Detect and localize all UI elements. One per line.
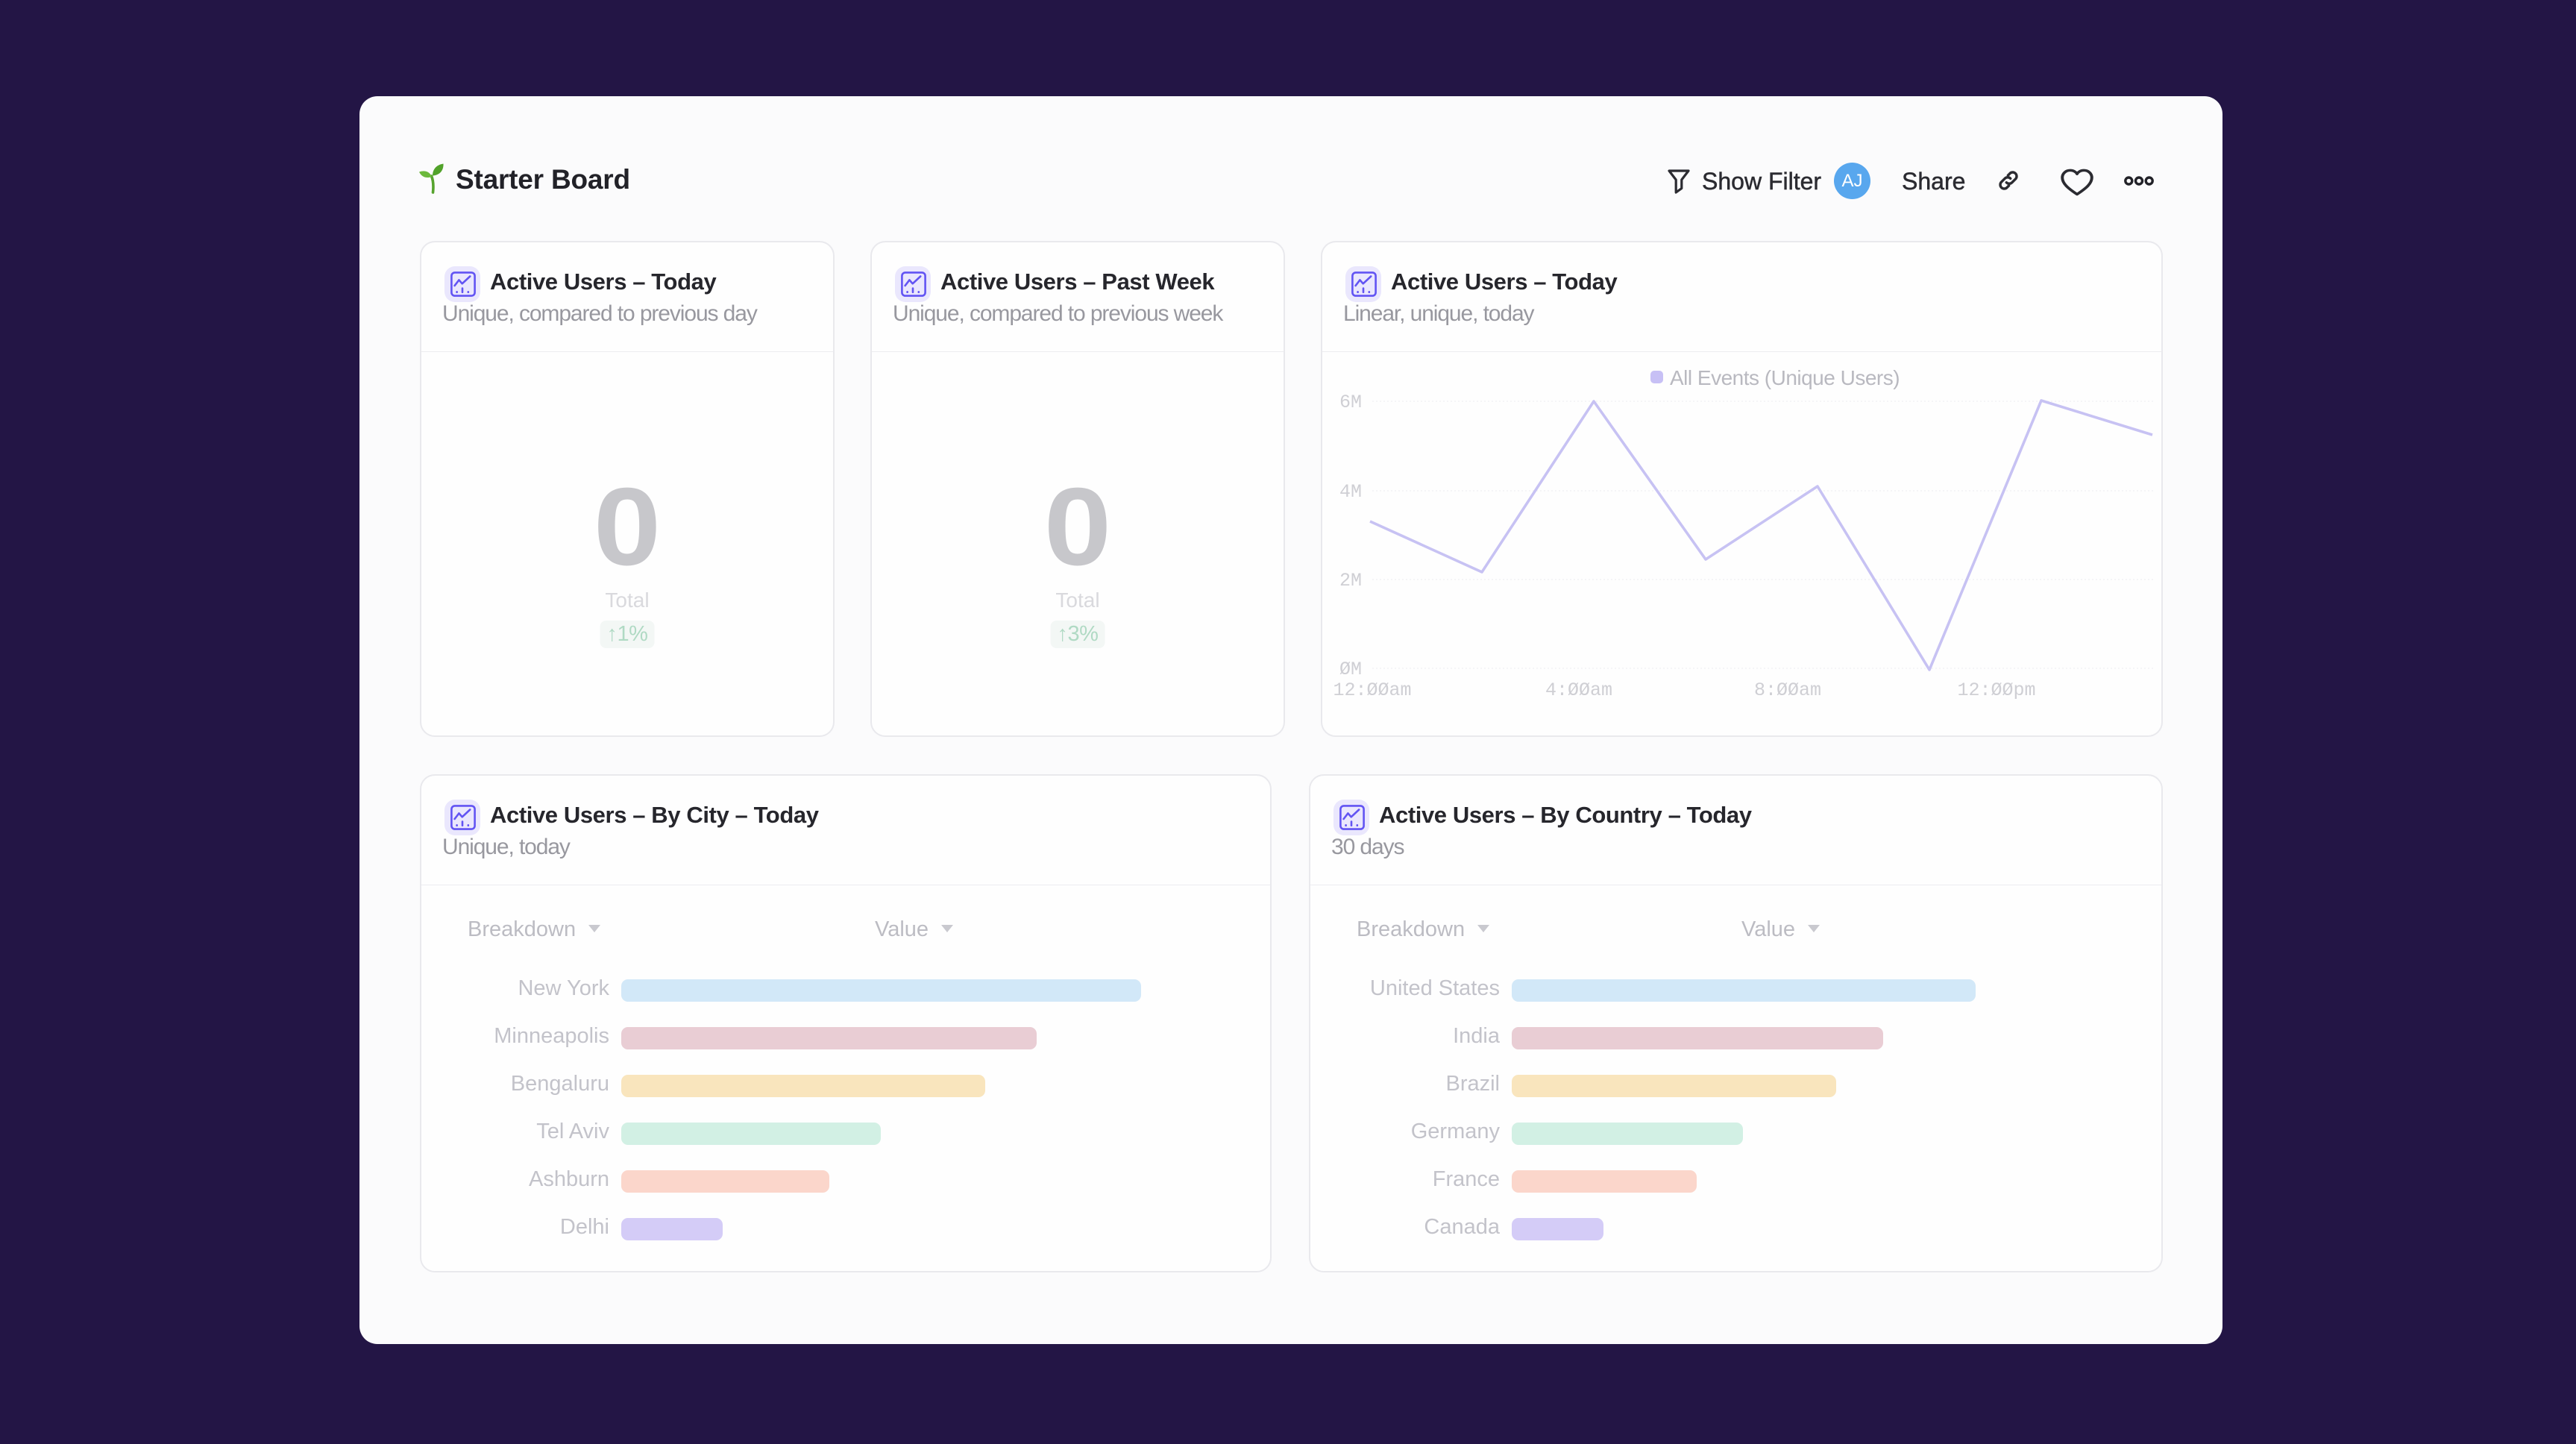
svg-text:4M: 4M <box>1339 481 1362 503</box>
svg-text:ØM: ØM <box>1339 659 1362 680</box>
svg-text:All Events (Unique Users): All Events (Unique Users) <box>1670 366 1900 389</box>
svg-text:2M: 2M <box>1339 570 1362 591</box>
svg-text:4:ØØam: 4:ØØam <box>1545 679 1612 701</box>
svg-text:12:ØØam: 12:ØØam <box>1333 679 1411 701</box>
svg-text:12:ØØpm: 12:ØØpm <box>1957 679 2035 701</box>
svg-text:8:ØØam: 8:ØØam <box>1754 679 1821 701</box>
svg-text:6M: 6M <box>1339 392 1362 413</box>
